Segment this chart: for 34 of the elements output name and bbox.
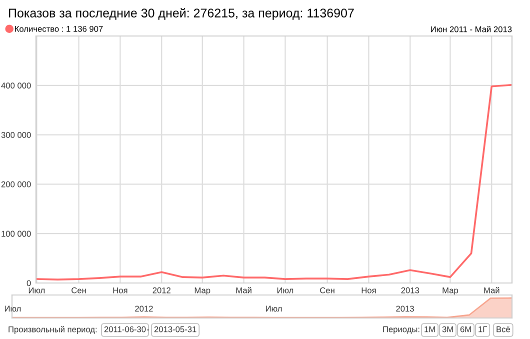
x-tick-label: Май xyxy=(236,287,252,294)
text: Периоды: xyxy=(383,326,420,334)
legend-label: Количество : 1 136 907 xyxy=(15,26,103,32)
y-tick-label: 200 000 xyxy=(1,181,31,188)
x-tick-label: Ноя xyxy=(113,287,128,294)
line-series xyxy=(36,84,512,280)
x-tick-label: Ноя xyxy=(362,287,376,294)
text: Всё xyxy=(496,326,510,332)
text: 2013-05-31 xyxy=(154,326,196,332)
x-tick-label: Июл xyxy=(277,287,294,294)
text: 1М xyxy=(424,326,435,332)
x-tick-label: 2013 xyxy=(396,306,414,312)
y-tick-label: 100 000 xyxy=(2,230,31,237)
text: 6М xyxy=(460,326,471,332)
text: 1Г xyxy=(478,326,487,332)
x-tick-label: Мар xyxy=(442,287,458,295)
x-tick-label: Июл xyxy=(266,306,282,312)
x-tick-label: 2012 xyxy=(152,287,170,294)
x-tick-label: Сен xyxy=(72,287,86,294)
x-tick-label: Мар xyxy=(194,287,210,295)
x-tick-label: 2012 xyxy=(135,306,153,312)
y-tick-label: 0 xyxy=(26,280,31,286)
y-tick-label: 400 000 xyxy=(1,82,31,88)
text: 2011-06-30 xyxy=(104,326,146,332)
x-tick-label: Сен xyxy=(320,287,334,294)
x-tick-label: 2013 xyxy=(401,287,420,294)
chart-title: Показов за последние 30 дней: 276215, за период: 1136907 xyxy=(9,8,354,20)
x-tick-label: Июл xyxy=(28,287,45,294)
x-tick-label: Июл xyxy=(4,306,21,312)
text: Произвольный период: xyxy=(8,326,97,334)
text: Июн 2011 - Май 2013 xyxy=(431,26,512,32)
x-tick-label: Май xyxy=(484,287,500,294)
text: 3М xyxy=(442,326,453,332)
y-tick-label: 300 000 xyxy=(1,132,31,138)
